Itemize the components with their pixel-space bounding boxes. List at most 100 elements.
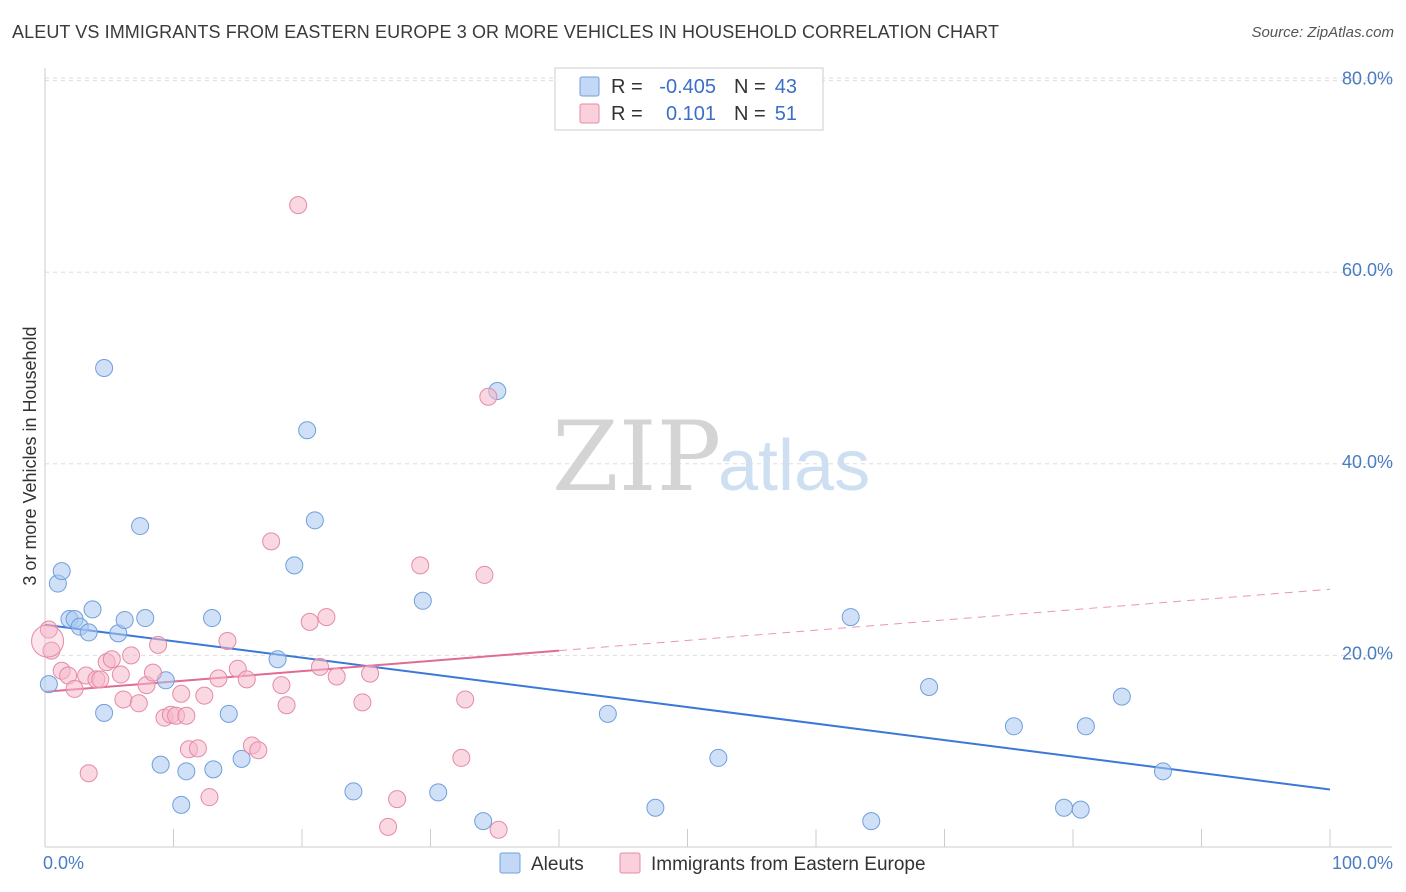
data-point <box>91 670 110 689</box>
gridlines <box>45 77 1392 656</box>
axes <box>44 68 1392 848</box>
trend-line-extension-immigrants <box>558 588 1331 652</box>
watermark: ZIP atlas <box>552 401 870 513</box>
legend-box: R = -0.405 N = 43 R = 0.101 N = 51 <box>554 67 824 131</box>
source-credit: Source: ZipAtlas.com <box>1251 24 1394 41</box>
tick-labels: 20.0% 40.0% 60.0% 80.0% 0.0% 100.0% <box>43 69 1393 873</box>
data-point <box>39 675 58 694</box>
data-point <box>151 755 170 774</box>
data-point <box>361 664 380 683</box>
data-point <box>285 556 304 575</box>
data-point <box>129 694 148 713</box>
data-point <box>209 669 228 688</box>
legend-n-label: N = <box>734 76 766 98</box>
data-point <box>95 703 114 722</box>
data-point <box>195 686 214 705</box>
chart-title: ALEUT VS IMMIGRANTS FROM EASTERN EUROPE … <box>12 22 1000 42</box>
data-point <box>456 690 475 709</box>
bottom-legend-label-immigrants: Immigrants from Eastern Europe <box>651 854 926 875</box>
data-point <box>310 657 329 676</box>
data-point <box>237 670 256 689</box>
bottom-legend-label-aleuts: Aleuts <box>531 854 584 875</box>
data-point <box>305 511 324 530</box>
data-point <box>232 749 251 768</box>
data-point <box>379 817 398 836</box>
data-point <box>344 782 363 801</box>
legend-n-value: 51 <box>775 103 797 125</box>
data-point <box>268 650 287 669</box>
data-point <box>203 609 222 628</box>
data-point <box>300 612 319 631</box>
data-point <box>1076 717 1095 736</box>
data-point <box>317 608 336 627</box>
data-point <box>79 623 98 642</box>
data-point <box>411 556 430 575</box>
legend-n-label: N = <box>734 103 766 125</box>
data-point <box>188 739 207 758</box>
data-point <box>95 359 114 377</box>
data-point <box>709 748 728 767</box>
data-points <box>31 196 1172 839</box>
data-point <box>177 762 196 781</box>
data-point <box>177 706 196 725</box>
data-point <box>272 676 291 695</box>
data-point <box>172 795 191 814</box>
trend-lines <box>44 588 1331 791</box>
watermark-atlas: atlas <box>718 426 870 506</box>
data-point <box>474 812 493 831</box>
legend-swatch-immigrants <box>579 103 600 124</box>
data-point <box>102 650 121 669</box>
data-point <box>475 565 494 584</box>
data-point <box>1071 800 1090 819</box>
data-point <box>262 532 281 551</box>
series-aleuts <box>39 359 1172 831</box>
y-tick-label: 60.0% <box>1342 260 1393 280</box>
data-point <box>204 760 223 779</box>
data-point <box>598 704 617 723</box>
data-point <box>131 517 150 536</box>
data-point <box>646 798 665 817</box>
data-point <box>249 741 268 760</box>
data-point <box>149 635 168 654</box>
data-point <box>353 693 372 712</box>
bottom-legend: Aleuts Immigrants from Eastern Europe <box>499 852 926 875</box>
bottom-legend-swatch-aleuts <box>499 852 521 874</box>
legend-r-label: R = <box>611 76 643 98</box>
data-point <box>413 591 432 610</box>
data-point-cluster <box>31 624 65 658</box>
data-point <box>115 610 134 629</box>
data-point <box>122 646 141 665</box>
data-point <box>65 679 84 698</box>
data-point <box>452 748 471 767</box>
legend-r-value: -0.405 <box>659 76 716 98</box>
data-point <box>83 600 102 619</box>
data-point <box>1112 687 1131 706</box>
data-point <box>218 632 237 651</box>
y-tick-label: 80.0% <box>1342 69 1393 89</box>
data-point <box>841 608 860 627</box>
data-point <box>143 663 162 682</box>
data-point <box>388 790 407 809</box>
data-point <box>862 812 881 831</box>
watermark-zip: ZIP <box>552 401 721 513</box>
data-point <box>1055 798 1074 817</box>
y-axis-label: 3 or more Vehicles in Household <box>20 326 40 585</box>
data-point <box>920 678 939 697</box>
data-point <box>479 387 498 406</box>
data-point <box>1153 762 1172 781</box>
data-point <box>172 684 191 703</box>
data-point <box>52 562 71 581</box>
bottom-legend-swatch-immigrants <box>619 852 641 874</box>
trend-line-aleuts <box>44 623 1331 791</box>
data-point <box>327 667 346 686</box>
data-point <box>429 783 448 802</box>
series-immigrants <box>39 196 508 839</box>
data-point <box>289 196 308 215</box>
data-point <box>114 690 133 709</box>
data-point <box>79 764 98 783</box>
legend-swatch-aleuts <box>579 76 600 97</box>
data-point <box>277 696 296 715</box>
legend-r-value: 0.101 <box>666 103 716 125</box>
legend-n-value: 43 <box>775 76 797 98</box>
